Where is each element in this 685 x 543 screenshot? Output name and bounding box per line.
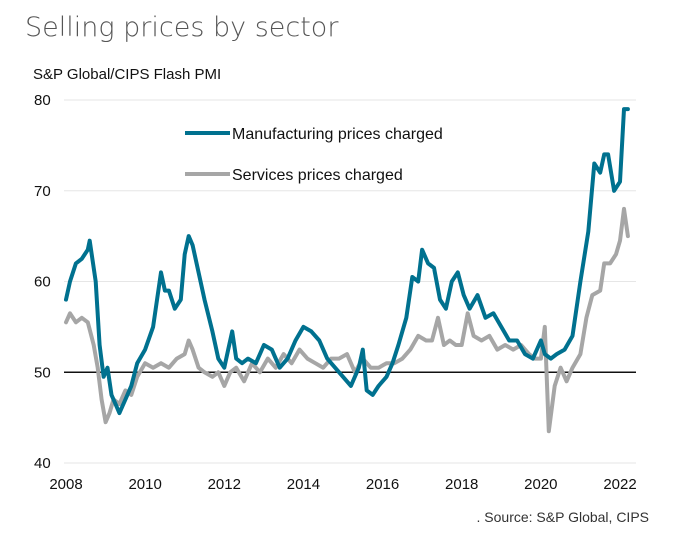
y-tick-label: 50 [34,364,51,381]
x-tick-label: 2014 [287,476,320,493]
services-series-line [64,206,630,434]
x-tick-label: 2016 [366,476,399,493]
y-tick-label: 80 [34,92,51,109]
manufacturing-series-line [64,107,630,416]
x-tick-label: 2018 [445,476,478,493]
y-tick-label: 60 [34,274,51,291]
x-tick-label: 2012 [208,476,241,493]
x-tick-label: 2020 [524,476,557,493]
chart-subtitle: S&P Global/CIPS Flash PMI [33,66,222,83]
x-tick-label: 2010 [128,476,161,493]
source-note: . Source: S&P Global, CIPS [476,509,650,525]
y-tick-label: 40 [34,455,51,472]
y-tick-label: 70 [34,183,51,200]
legend-label: Services prices charged [232,167,403,184]
chart-title: Selling prices by sector [25,12,339,43]
x-tick-label: 2022 [603,476,636,493]
x-tick-label: 2008 [49,476,82,493]
legend-label: Manufacturing prices charged [232,126,443,143]
